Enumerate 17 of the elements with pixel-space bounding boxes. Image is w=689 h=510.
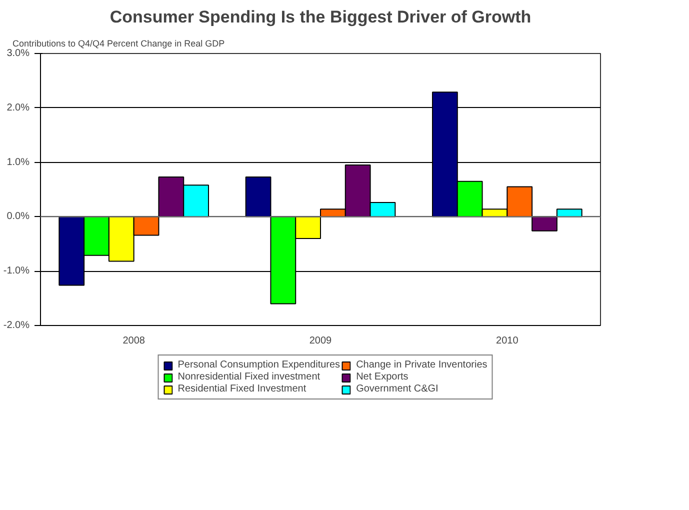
legend-label: Residential Fixed Investment: [178, 384, 306, 394]
legend-label: Net Exports: [356, 372, 408, 382]
x-tick-label: 2009: [309, 336, 332, 346]
legend-label: Change in Private Inventories: [356, 360, 488, 370]
x-tick-label: 2010: [496, 336, 519, 346]
y-tick-label: 3.0%: [6, 48, 30, 59]
chart-title: Consumer Spending Is the Biggest Driver of Growth: [110, 8, 532, 26]
y-tick-label: -1.0%: [3, 266, 30, 277]
y-tick-label: 2.0%: [6, 102, 30, 114]
legend-label: Nonresidential Fixed investment: [178, 372, 320, 382]
y-tick-label: 0.0%: [6, 211, 30, 222]
x-tick-label: 2008: [122, 336, 146, 346]
y-tick-label: -2.0%: [3, 320, 30, 331]
y-axis-title: Contributions to Q4/Q4 Percent Change in Real GDP: [12, 38, 225, 48]
y-tick-label: 1.0%: [6, 156, 30, 168]
legend-label: Personal Consumption Expenditures: [178, 360, 340, 370]
legend-label: Government C&GI: [356, 384, 438, 394]
